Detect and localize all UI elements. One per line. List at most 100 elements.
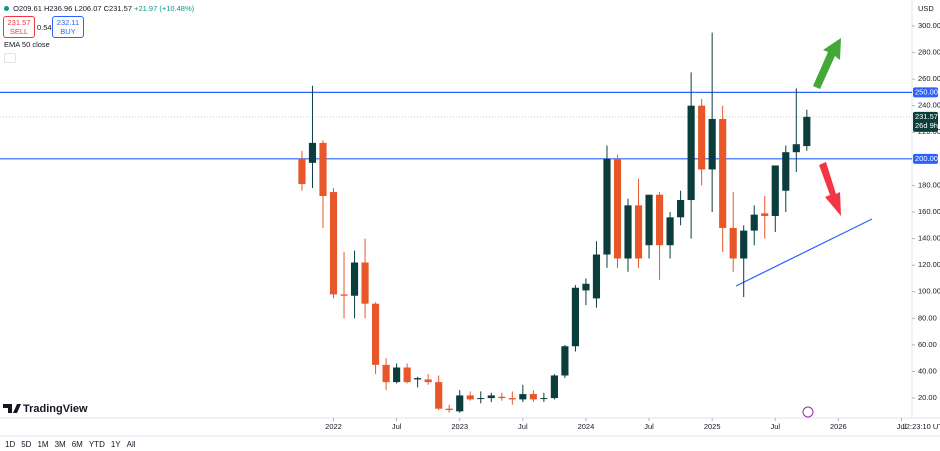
- range-button[interactable]: All: [126, 440, 136, 449]
- y-tick-label: 80.00: [918, 313, 937, 322]
- candle-body: [708, 118, 716, 170]
- sell-label: SELL: [9, 27, 29, 36]
- range-button[interactable]: 6M: [71, 440, 83, 449]
- price-label-box: [913, 153, 938, 164]
- candle-body: [477, 398, 485, 400]
- candle-body: [372, 303, 380, 365]
- y-tick-label: 120.00: [918, 260, 940, 269]
- candle-body: [466, 395, 474, 400]
- x-tick-label: Jul: [644, 422, 654, 431]
- candle-body: [340, 294, 348, 296]
- buy-label: BUY: [60, 27, 76, 36]
- range-button[interactable]: 1Y: [110, 440, 121, 449]
- candle-body: [561, 346, 569, 376]
- candle-body: [782, 152, 790, 191]
- range-button[interactable]: 3M: [54, 440, 66, 449]
- candle-body: [319, 142, 327, 197]
- x-tick-label: 2023: [451, 422, 468, 431]
- candle-body: [487, 395, 495, 399]
- currency: USD: [918, 4, 934, 13]
- candle-body: [687, 105, 695, 201]
- x-tick-label: 2025: [704, 422, 721, 431]
- status-dot: [4, 6, 9, 11]
- candle-body: [613, 158, 622, 259]
- trend-line: [735, 218, 873, 287]
- candle-body: [393, 367, 401, 383]
- candle-body: [655, 194, 664, 246]
- price-label: 250.00: [915, 87, 938, 96]
- x-tick-label: 2026: [830, 422, 847, 431]
- candle-body: [350, 262, 359, 296]
- candle-body: [329, 192, 338, 295]
- y-tick-label: 40.00: [918, 366, 937, 375]
- candle-body: [519, 394, 527, 400]
- candle-body: [308, 142, 317, 163]
- logo-text: TradingView: [23, 403, 88, 415]
- y-tick-label: 300.00: [918, 21, 940, 30]
- y-tick-label: 240.00: [918, 101, 940, 110]
- price-label-box: [913, 87, 938, 98]
- low-text: L206.07: [74, 4, 102, 13]
- clock: 12:23:10 UTC: [902, 422, 940, 431]
- y-tick-label: 100.00: [918, 287, 940, 296]
- x-tick-label: Jul: [392, 422, 402, 431]
- up-arrow: [813, 38, 841, 89]
- candle-body: [435, 382, 443, 409]
- indicator-label: EMA 50 close: [4, 40, 50, 49]
- candle-body: [592, 254, 601, 299]
- candle-body: [666, 217, 674, 246]
- candle-body: [424, 379, 432, 383]
- last-price-box: [913, 111, 938, 132]
- candle-body: [603, 158, 611, 255]
- candle-body: [361, 262, 369, 304]
- x-tick-label: Jul: [518, 422, 528, 431]
- collapse-button[interactable]: [4, 53, 16, 63]
- candle-body: [792, 144, 800, 153]
- range-toolbar: 1D 5D 1M 3M 6M YTD 1Y All: [5, 440, 142, 449]
- range-button[interactable]: 1M: [37, 440, 49, 449]
- candle-body: [740, 230, 748, 259]
- candle-body: [456, 395, 464, 412]
- range-button[interactable]: 5D: [21, 440, 32, 449]
- candle-body: [677, 200, 685, 218]
- candle-body: [582, 283, 590, 291]
- y-tick-label: 260.00: [918, 74, 940, 83]
- high-text: H236.96: [43, 4, 73, 13]
- candle-body: [382, 364, 390, 383]
- logo: TradingView: [3, 403, 88, 415]
- candle-body: [571, 287, 579, 347]
- drawings: [735, 38, 873, 418]
- candle-body: [298, 158, 306, 185]
- range-button[interactable]: 1D: [5, 440, 16, 449]
- candle-body: [529, 394, 537, 400]
- close-text: C231.57: [103, 4, 132, 13]
- candle-body: [498, 396, 506, 399]
- y-tick-label: 160.00: [918, 207, 940, 216]
- candle-body: [698, 105, 706, 170]
- candle-body: [729, 227, 737, 259]
- x-tick-label: 2024: [578, 422, 595, 431]
- candle-body: [403, 367, 411, 383]
- spread: 0.54: [37, 23, 52, 32]
- candle-body: [414, 378, 422, 380]
- candle-body: [445, 408, 453, 411]
- logo-mark: [3, 404, 21, 413]
- candle-body: [508, 398, 516, 400]
- range-button[interactable]: YTD: [88, 440, 105, 449]
- buy-button[interactable]: 232.11 BUY: [52, 16, 84, 38]
- event-icon: [802, 406, 814, 418]
- candle-body: [761, 213, 769, 216]
- candle-body: [634, 205, 643, 259]
- change-text: +21.97 (+10.48%): [134, 4, 195, 13]
- candle-body: [550, 375, 558, 399]
- sell-button[interactable]: 231.57 SELL: [3, 16, 35, 38]
- candle-body: [645, 194, 653, 246]
- candle-body: [750, 214, 758, 231]
- candle-body: [719, 118, 727, 228]
- candle-body: [624, 205, 632, 259]
- candle-body: [771, 165, 779, 216]
- buy-price: 232.11: [56, 18, 80, 27]
- candle-body: [540, 398, 548, 400]
- y-tick-label: 60.00: [918, 340, 937, 349]
